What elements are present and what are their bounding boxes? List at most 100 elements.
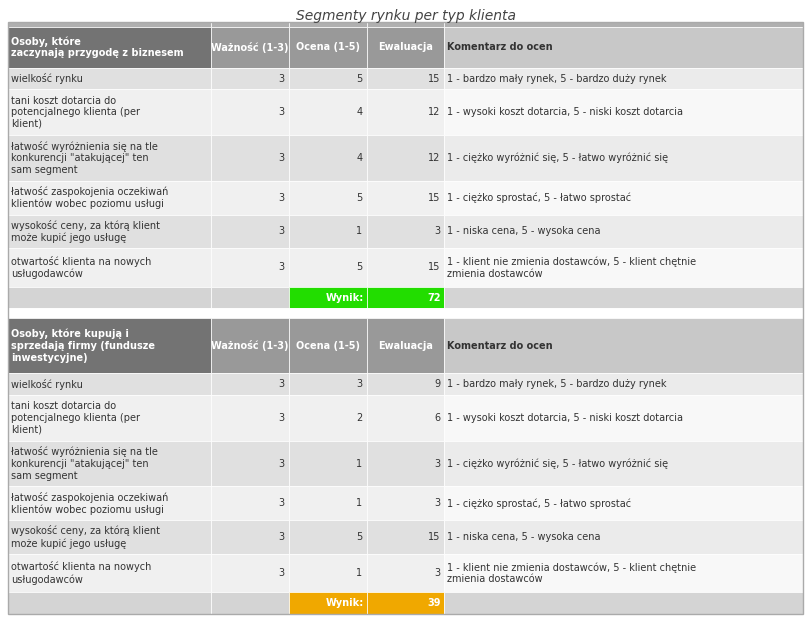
Text: 3: 3: [356, 379, 363, 389]
Bar: [211, 520, 289, 554]
Bar: [211, 487, 289, 520]
Bar: [367, 287, 444, 308]
Text: Ważność (1-3): Ważność (1-3): [211, 340, 289, 351]
Bar: [289, 135, 367, 181]
Text: 3: 3: [278, 74, 285, 84]
Bar: [8, 215, 211, 248]
Bar: [289, 592, 367, 614]
Bar: [211, 441, 289, 487]
Text: 3: 3: [278, 532, 285, 542]
Text: 15: 15: [428, 262, 440, 272]
Text: wysokość ceny, za którą klient
może kupić jego usługę: wysokość ceny, za którą klient może kupi…: [11, 526, 160, 548]
Text: 3: 3: [435, 459, 440, 469]
Bar: [211, 22, 289, 27]
Text: Komentarz do ocen: Komentarz do ocen: [448, 42, 553, 52]
Bar: [367, 215, 444, 248]
Bar: [367, 441, 444, 487]
Text: 1 - ciężko wyróżnić się, 5 - łatwo wyróżnić się: 1 - ciężko wyróżnić się, 5 - łatwo wyróż…: [448, 458, 668, 469]
Bar: [367, 554, 444, 592]
Text: otwartość klienta na nowych
usługodawców: otwartość klienta na nowych usługodawców: [11, 561, 152, 585]
Text: 1 - ciężko sprostać, 5 - łatwo sprostać: 1 - ciężko sprostać, 5 - łatwo sprostać: [448, 498, 632, 509]
Text: 2: 2: [356, 413, 363, 423]
Bar: [289, 67, 367, 89]
Bar: [444, 318, 803, 373]
Bar: [211, 215, 289, 248]
Bar: [8, 487, 211, 520]
Bar: [8, 135, 211, 181]
Text: 1 - ciężko wyróżnić się, 5 - łatwo wyróżnić się: 1 - ciężko wyróżnić się, 5 - łatwo wyróż…: [448, 153, 668, 163]
Text: Osoby, które kupują i
sprzedają firmy (fundusze
inwestycyjne): Osoby, które kupują i sprzedają firmy (f…: [11, 329, 155, 363]
Bar: [8, 248, 211, 287]
Bar: [289, 395, 367, 441]
Bar: [289, 22, 367, 27]
Bar: [367, 27, 444, 67]
Text: wielkość rynku: wielkość rynku: [11, 379, 83, 390]
Bar: [367, 487, 444, 520]
Bar: [444, 441, 803, 487]
Text: 3: 3: [278, 153, 285, 163]
Bar: [211, 27, 289, 67]
Text: Osoby, które
zaczynają przygodę z biznesem: Osoby, które zaczynają przygodę z biznes…: [11, 37, 183, 58]
Text: 3: 3: [278, 107, 285, 117]
Bar: [8, 89, 211, 135]
Text: 1 - wysoki koszt dotarcia, 5 - niski koszt dotarcia: 1 - wysoki koszt dotarcia, 5 - niski kos…: [448, 107, 684, 117]
Bar: [8, 318, 211, 373]
Text: otwartość klienta na nowych
usługodawców: otwartość klienta na nowych usługodawców: [11, 256, 152, 279]
Bar: [444, 22, 803, 27]
Text: 3: 3: [278, 413, 285, 423]
Text: Wynik:: Wynik:: [325, 293, 363, 303]
Bar: [8, 441, 211, 487]
Bar: [367, 592, 444, 614]
Bar: [367, 248, 444, 287]
Bar: [211, 67, 289, 89]
Bar: [211, 89, 289, 135]
Text: 15: 15: [428, 74, 440, 84]
Text: Ewaluacja: Ewaluacja: [378, 340, 433, 351]
Bar: [444, 308, 803, 318]
Text: 5: 5: [356, 193, 363, 202]
Text: 3: 3: [435, 498, 440, 508]
Bar: [289, 441, 367, 487]
Bar: [289, 27, 367, 67]
Bar: [211, 318, 289, 373]
Bar: [444, 554, 803, 592]
Bar: [211, 287, 289, 308]
Bar: [289, 181, 367, 215]
Bar: [444, 215, 803, 248]
Bar: [367, 135, 444, 181]
Text: łatwość wyróżnienia się na tle
konkurencji "atakującej" ten
sam segment: łatwość wyróżnienia się na tle konkurenc…: [11, 446, 158, 481]
Bar: [367, 89, 444, 135]
Text: 1 - bardzo mały rynek, 5 - bardzo duży rynek: 1 - bardzo mały rynek, 5 - bardzo duży r…: [448, 379, 667, 389]
Text: 3: 3: [435, 568, 440, 578]
Bar: [444, 487, 803, 520]
Bar: [444, 27, 803, 67]
Text: 1: 1: [356, 459, 363, 469]
Bar: [444, 67, 803, 89]
Bar: [8, 27, 211, 67]
Bar: [444, 592, 803, 614]
Bar: [444, 89, 803, 135]
Text: 1 - wysoki koszt dotarcia, 5 - niski koszt dotarcia: 1 - wysoki koszt dotarcia, 5 - niski kos…: [448, 413, 684, 423]
Text: 3: 3: [435, 227, 440, 236]
Text: 39: 39: [427, 598, 440, 608]
Text: Segmenty rynku per typ klienta: Segmenty rynku per typ klienta: [295, 9, 516, 23]
Bar: [444, 181, 803, 215]
Bar: [8, 592, 211, 614]
Text: 1 - klient nie zmienia dostawców, 5 - klient chętnie
zmienia dostawców: 1 - klient nie zmienia dostawców, 5 - kl…: [448, 256, 697, 279]
Bar: [367, 395, 444, 441]
Bar: [367, 373, 444, 395]
Bar: [289, 308, 367, 318]
Bar: [289, 554, 367, 592]
Text: 1 - bardzo mały rynek, 5 - bardzo duży rynek: 1 - bardzo mały rynek, 5 - bardzo duży r…: [448, 74, 667, 84]
Bar: [211, 181, 289, 215]
Bar: [444, 135, 803, 181]
Bar: [444, 395, 803, 441]
Text: 72: 72: [427, 293, 440, 303]
Bar: [289, 215, 367, 248]
Text: 4: 4: [356, 153, 363, 163]
Bar: [8, 520, 211, 554]
Text: 9: 9: [435, 379, 440, 389]
Bar: [211, 395, 289, 441]
Text: 6: 6: [435, 413, 440, 423]
Bar: [211, 373, 289, 395]
